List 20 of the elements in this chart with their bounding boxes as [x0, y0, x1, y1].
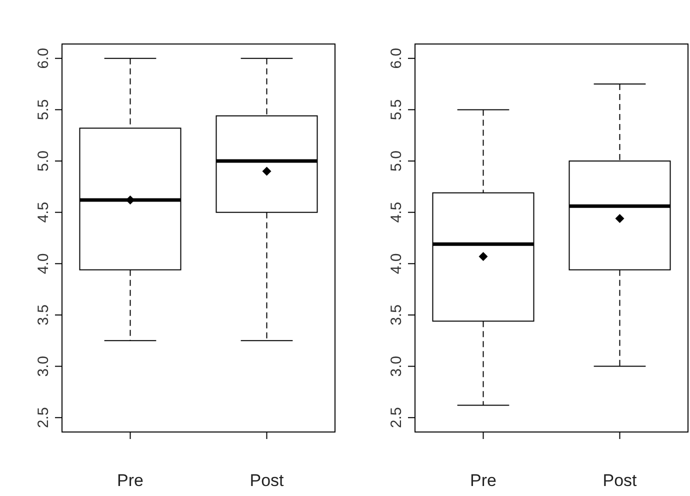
- y-tick-label: 5.5: [35, 99, 52, 120]
- y-tick-label: 3.5: [35, 304, 52, 326]
- y-tick-label: 3.5: [388, 304, 405, 326]
- y-tick-label: 5.0: [388, 150, 405, 172]
- y-tick-label: 4.0: [35, 253, 52, 274]
- x-tick-label: Pre: [117, 471, 144, 490]
- y-tick-label: 3.0: [388, 356, 405, 377]
- y-tick-label: 2.5: [388, 407, 405, 428]
- x-tick-label: Pre: [470, 471, 496, 490]
- x-tick-label: Post: [602, 471, 638, 490]
- y-tick-label: 4.5: [388, 202, 405, 223]
- y-tick-label: 4.5: [35, 202, 52, 223]
- y-tick-label: 5.5: [388, 99, 405, 120]
- y-tick-label: 4.0: [388, 253, 405, 274]
- y-tick-label: 6.0: [35, 48, 52, 69]
- y-tick-label: 3.0: [35, 356, 52, 377]
- y-tick-label: 6.0: [388, 48, 405, 69]
- y-tick-label: 2.5: [35, 407, 52, 428]
- x-tick-label: Post: [250, 471, 284, 490]
- y-tick-label: 5.0: [35, 150, 52, 172]
